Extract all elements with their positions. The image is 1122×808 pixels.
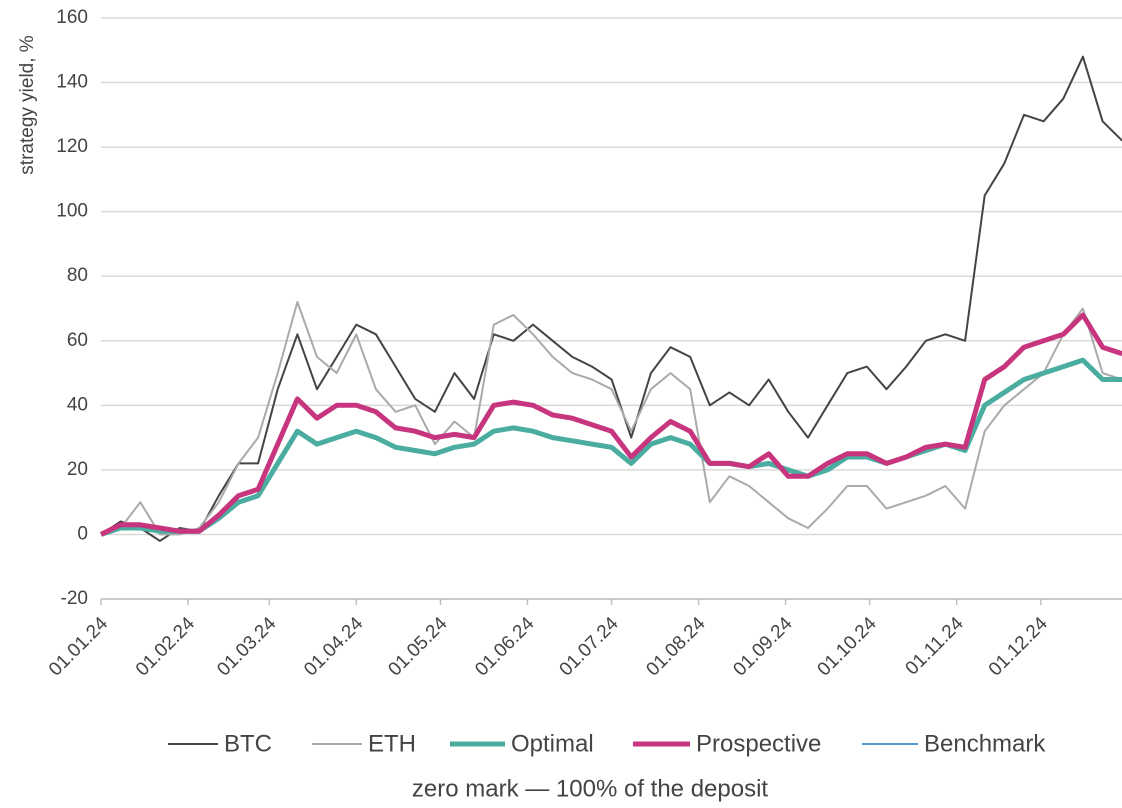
- y-tick-label: 140: [56, 72, 88, 93]
- x-tick-label: 01.12.24: [985, 613, 1052, 680]
- y-tick-label: 160: [56, 7, 88, 28]
- legend-label: BTC: [224, 730, 272, 757]
- x-tick-label: 01.04.24: [300, 613, 367, 680]
- x-tick-label: 01.06.24: [471, 613, 538, 680]
- y-tick-label: 80: [67, 265, 88, 286]
- x-tick-label: 01.10.24: [814, 613, 881, 680]
- y-tick-label: 100: [56, 201, 88, 222]
- x-tick-label: 01.05.24: [384, 613, 451, 680]
- y-axis-label: strategy yield, %: [17, 35, 38, 174]
- series-line: [100, 357, 1122, 537]
- subtitle: zero mark — 100% of the deposit: [412, 775, 769, 802]
- x-tick-label: 01.01.24: [45, 613, 112, 680]
- y-tick-label: -20: [61, 588, 88, 609]
- y-tick-label: 60: [67, 330, 88, 351]
- legend-label: Prospective: [696, 730, 821, 757]
- series-line: [99, 312, 1122, 537]
- y-tick-label: 20: [67, 459, 88, 480]
- x-tick-label: 01.09.24: [729, 613, 796, 680]
- x-tick-label: 01.11.24: [902, 613, 968, 679]
- x-tick-label: 01.03.24: [213, 613, 280, 680]
- series-line: [100, 55, 1122, 542]
- legend-label: Optimal: [511, 730, 594, 757]
- y-tick-label: 120: [56, 136, 88, 157]
- legend-label: Benchmark: [924, 730, 1046, 757]
- series-line: [100, 301, 1122, 536]
- x-tick-label: 01.08.24: [642, 613, 709, 680]
- x-tick-label: 01.07.24: [556, 613, 623, 680]
- y-tick-label: 40: [67, 394, 88, 415]
- x-tick-label: 01.02.24: [132, 613, 199, 680]
- legend-label: ETH: [368, 730, 416, 757]
- y-tick-label: 0: [77, 523, 88, 544]
